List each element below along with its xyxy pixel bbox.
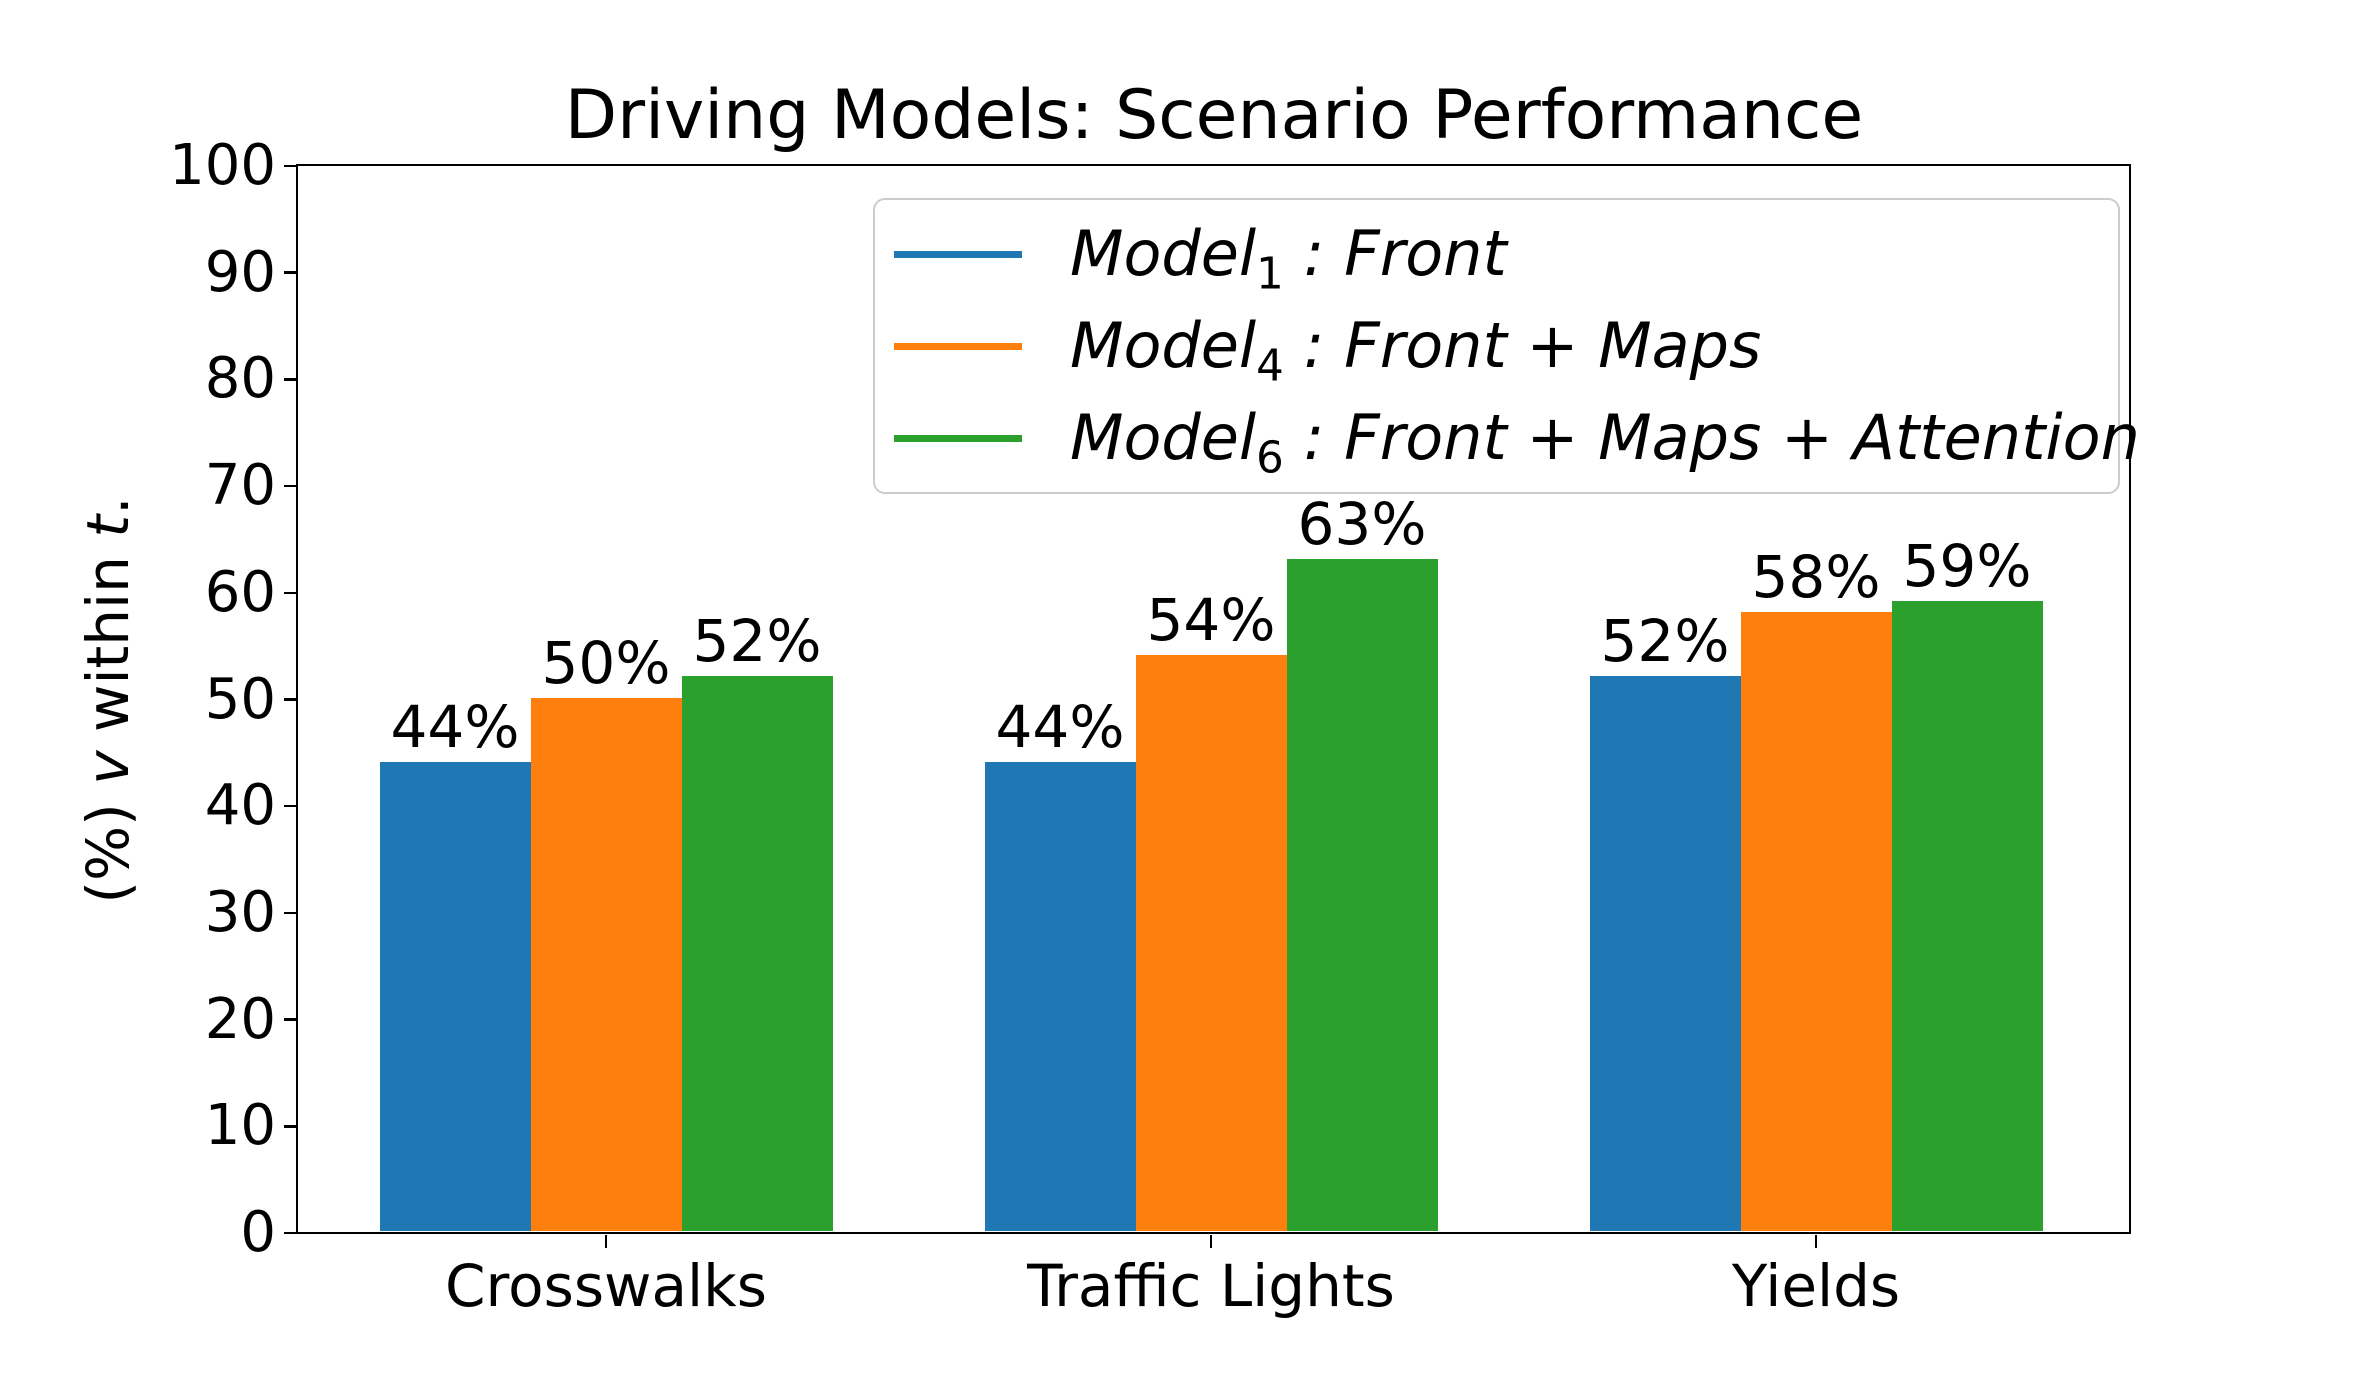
y-tick-label: 60 [204,559,276,625]
chart-title: Driving Models: Scenario Performance [564,76,1864,155]
y-tick-label: 30 [204,879,276,945]
bar-label-model6-yields: 59% [1902,532,2032,601]
x-tick-mark [1209,1235,1213,1248]
legend-label-rest: : Front + Maps + Attention [1283,401,2140,474]
y-tick-label: 50 [204,666,276,732]
y-tick-mark [284,378,297,381]
y-tick-label: 70 [204,453,276,519]
legend-label-prefix: Model [1070,217,1257,290]
legend-label-subscript: 4 [1256,341,1284,392]
y-tick-label: 0 [240,1200,276,1265]
legend-label-prefix: Model [1070,401,1257,474]
legend-label-subscript: 6 [1256,433,1284,484]
legend: Model1 : Front Model4 : Front + Maps Model… [873,198,2140,494]
legend-row-model6: Model6 : Front + Maps + Attention [894,407,2140,480]
legend-label-model4: Model4 : Front + Maps [1070,315,1761,389]
bar-model4-traffic-lights [1135,654,1287,1231]
y-tick-mark [284,591,297,595]
bar-model6-yields [1891,601,2043,1231]
legend-line-model4 [894,342,1022,350]
y-tick-mark [284,1018,297,1021]
bar-model6-traffic-lights [1286,558,1438,1231]
legend-label-model1: Model1 : Front [1070,223,1507,297]
y-tick-mark [284,1231,297,1235]
legend-label-prefix: Model [1070,309,1257,382]
bar-label-model6-traffic-lights: 63% [1297,489,1427,558]
legend-row-model1: Model1 : Front [894,223,2108,297]
y-tick-mark [284,698,297,701]
bar-label-model1-crosswalks: 44% [390,692,520,761]
y-tick-label: 10 [204,1093,276,1159]
legend-label-subscript: 1 [1256,249,1284,300]
y-axis-label-segment: t [74,514,142,538]
y-tick-mark [284,164,297,168]
legend-line-model6 [894,434,1022,442]
bar-model4-yields [1740,612,1892,1231]
y-tick-mark [284,911,297,915]
legend-row-model4: Model4 : Front + Maps [894,315,2108,389]
y-tick-mark [284,1125,297,1128]
x-tick-mark [604,1235,608,1248]
y-tick-label: 90 [204,239,276,305]
x-tick-label-yields: Yields [1731,1252,1901,1320]
y-tick-mark [284,484,297,488]
y-tick-mark [284,271,297,274]
y-tick-mark [284,804,297,808]
legend-label-rest: : Front [1283,217,1507,290]
bar-model6-crosswalks [681,676,833,1231]
y-tick-label: 80 [204,346,276,412]
bar-model1-traffic-lights [984,761,1136,1231]
bar-label-model1-traffic-lights: 44% [995,692,1125,761]
bar-model1-yields [1589,676,1741,1231]
bar-label-model4-crosswalks: 50% [541,628,671,697]
legend-label-model6: Model6 : Front + Maps + Attention [1070,407,2140,481]
bar-label-model1-yields: 52% [1600,607,1730,676]
y-tick-label: 40 [204,773,276,839]
bar-model1-crosswalks [379,761,531,1231]
y-tick-label: 100 [169,133,276,198]
bar-label-model4-traffic-lights: 54% [1146,585,1276,654]
x-tick-label-crosswalks: Crosswalks [445,1252,767,1320]
legend-label-rest: : Front + Maps [1283,309,1762,382]
x-tick-label-traffic-lights: Traffic Lights [1027,1252,1395,1320]
legend-line-model1 [894,250,1022,258]
y-tick-label: 20 [204,986,276,1052]
bar-model4-crosswalks [530,697,682,1231]
x-tick-mark [1814,1235,1818,1248]
bar-label-model4-yields: 58% [1751,543,1881,612]
bar-label-model6-crosswalks: 52% [692,607,822,676]
